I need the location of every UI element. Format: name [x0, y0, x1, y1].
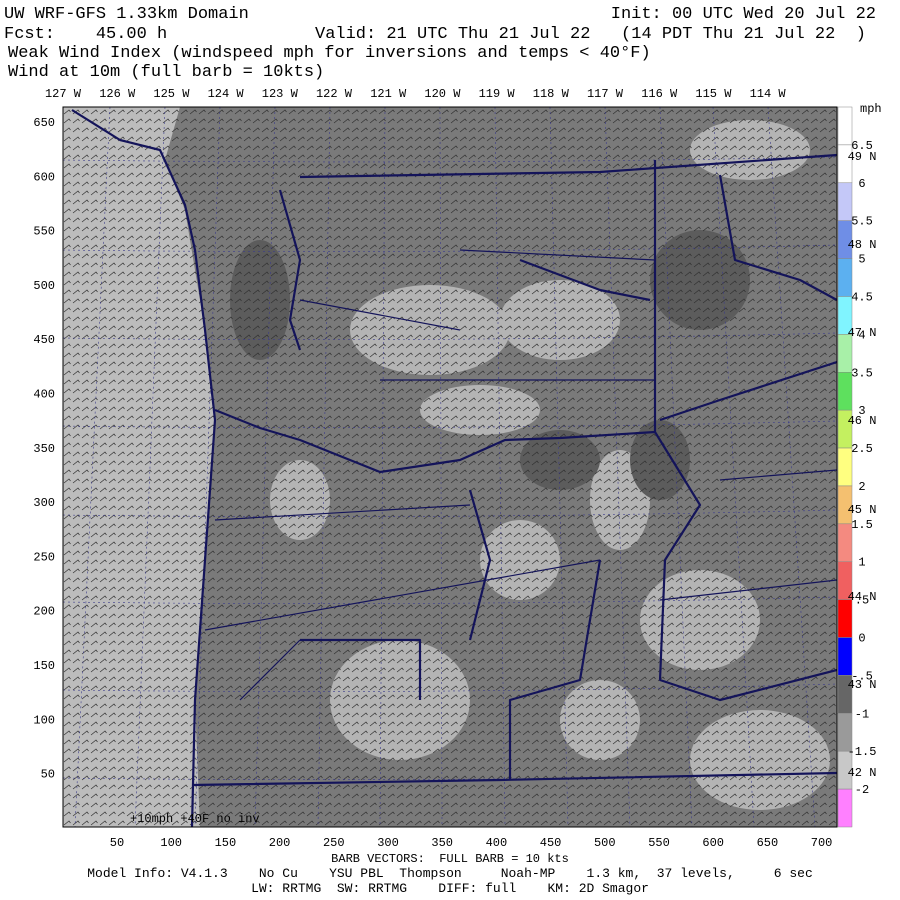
colorbar-swatch	[837, 788, 853, 828]
colorbar-label: -1.5	[848, 745, 877, 759]
y-axis-label: 450	[33, 333, 55, 347]
colorbar-label: 4	[858, 328, 865, 342]
longitude-label: 117 W	[587, 87, 624, 101]
field-description: Weak Wind Index (windspeed mph for inver…	[8, 44, 651, 63]
longitude-label: 116 W	[641, 87, 678, 101]
latitude-label: 48 N	[848, 238, 877, 252]
colorbar-label: 1.5	[851, 518, 873, 532]
inset-note: +10mph +40F no inv	[130, 812, 260, 826]
y-axis-label: 150	[33, 659, 55, 673]
longitude-label: 123 W	[262, 87, 299, 101]
longitude-label: 119 W	[479, 87, 516, 101]
latitude-label: 46 N	[848, 414, 877, 428]
longitude-label: 121 W	[370, 87, 407, 101]
colorbar-label: 5	[858, 253, 865, 267]
longitude-label: 127 W	[45, 87, 82, 101]
colorbar-swatch	[837, 637, 853, 676]
x-axis-label: 100	[160, 836, 182, 850]
map-frame	[62, 106, 838, 828]
x-axis-label: 250	[323, 836, 345, 850]
x-axis-label: 400	[486, 836, 508, 850]
y-axis-label: 550	[33, 225, 55, 239]
colorbar-label: 6.5	[851, 139, 873, 153]
longitude-label: 126 W	[99, 87, 136, 101]
colorbar-label: 2	[858, 480, 865, 494]
colorbar-label: 3.5	[851, 366, 873, 380]
wind-description: Wind at 10m (full barb = 10kts)	[8, 63, 324, 82]
longitude-label: 114 W	[750, 87, 787, 101]
x-axis-label: 300	[377, 836, 399, 850]
graticule	[63, 107, 837, 827]
x-axis-label: 550	[648, 836, 670, 850]
barb-note: BARB VECTORS: FULL BARB = 10 kts	[331, 852, 569, 866]
y-axis-label: 50	[41, 768, 55, 782]
x-axis-label: 200	[269, 836, 291, 850]
y-axis-label: 250	[33, 550, 55, 564]
init-time: Init: 00 UTC Wed 20 Jul 22	[611, 5, 876, 24]
colorbar-swatch	[837, 523, 853, 562]
colorbar-label: 3	[858, 404, 865, 418]
colorbar-label: 1	[858, 556, 865, 570]
map-area	[63, 107, 837, 827]
latitude-label: 45 N	[848, 503, 877, 517]
colorbar-label: -1	[855, 707, 869, 721]
latitude-label: 47 N	[848, 326, 877, 340]
y-axis-label: 650	[33, 116, 55, 130]
colorbar-label: 0	[858, 632, 865, 646]
colorbar-swatch	[837, 258, 853, 297]
y-axis-label: 600	[33, 170, 55, 184]
x-axis-label: 600	[702, 836, 724, 850]
x-axis-label: 500	[594, 836, 616, 850]
colorbar-swatch	[837, 447, 853, 487]
wind-barbs	[63, 107, 837, 827]
colorbar-swatch	[837, 334, 853, 373]
colorbar-swatch	[837, 372, 853, 411]
latitude-label: 42 N	[848, 766, 877, 780]
x-axis-label: 650	[757, 836, 779, 850]
colorbar-label: -.5	[851, 669, 873, 683]
colorbar: 6.565.554.543.532.521.51.50-.5-1-1.5-2	[837, 106, 877, 828]
x-axis-label: 700	[811, 836, 833, 850]
colorbar-swatch	[837, 182, 853, 221]
colorbar-label: 5.5	[851, 215, 873, 229]
forecast-hour: Fcst: 45.00 h	[4, 25, 167, 44]
longitude-label: 115 W	[695, 87, 732, 101]
latitude-label: 49 N	[848, 150, 877, 164]
colorbar-swatch	[837, 106, 853, 146]
y-axis-label: 300	[33, 496, 55, 510]
colorbar-label: -2	[855, 783, 869, 797]
y-axis-label: 350	[33, 442, 55, 456]
x-axis-label: 150	[215, 836, 237, 850]
y-axis-label: 400	[33, 388, 55, 402]
colorbar-label: 2.5	[851, 442, 873, 456]
y-axis-label: 200	[33, 605, 55, 619]
colorbar-unit: mph	[860, 102, 882, 116]
longitude-label: 118 W	[533, 87, 570, 101]
longitude-label: 124 W	[208, 87, 245, 101]
x-axis-label: 350	[431, 836, 453, 850]
map-labels: 127 W 126 W 125 W 124 W 123 W 122 W 121 W 120 W…	[33, 87, 876, 850]
colorbar-label: .5	[855, 594, 869, 608]
longitude-label: 122 W	[316, 87, 353, 101]
latitude-label: 44 N	[848, 590, 877, 604]
map-title: UW WRF-GFS 1.33km Domain	[4, 5, 249, 24]
colorbar-swatch	[837, 599, 853, 638]
y-axis-label: 100	[33, 713, 55, 727]
physics-info: LW: RRTMG SW: RRTMG DIFF: full KM: 2D Sm…	[251, 881, 649, 896]
valid-time: Valid: 21 UTC Thu 21 Jul 22 (14 PDT Thu …	[315, 25, 866, 44]
borders	[71, 109, 837, 827]
longitude-label: 120 W	[424, 87, 461, 101]
colorbar-label: 4.5	[851, 290, 873, 304]
x-axis-label: 50	[110, 836, 124, 850]
latitude-label: 43 N	[848, 678, 877, 692]
model-info: Model Info: V4.1.3 No Cu YSU PBL Thompso…	[87, 866, 813, 881]
y-axis-label: 500	[33, 279, 55, 293]
colorbar-label: 6	[858, 177, 865, 191]
x-axis-label: 450	[540, 836, 562, 850]
longitude-label: 125 W	[153, 87, 190, 101]
